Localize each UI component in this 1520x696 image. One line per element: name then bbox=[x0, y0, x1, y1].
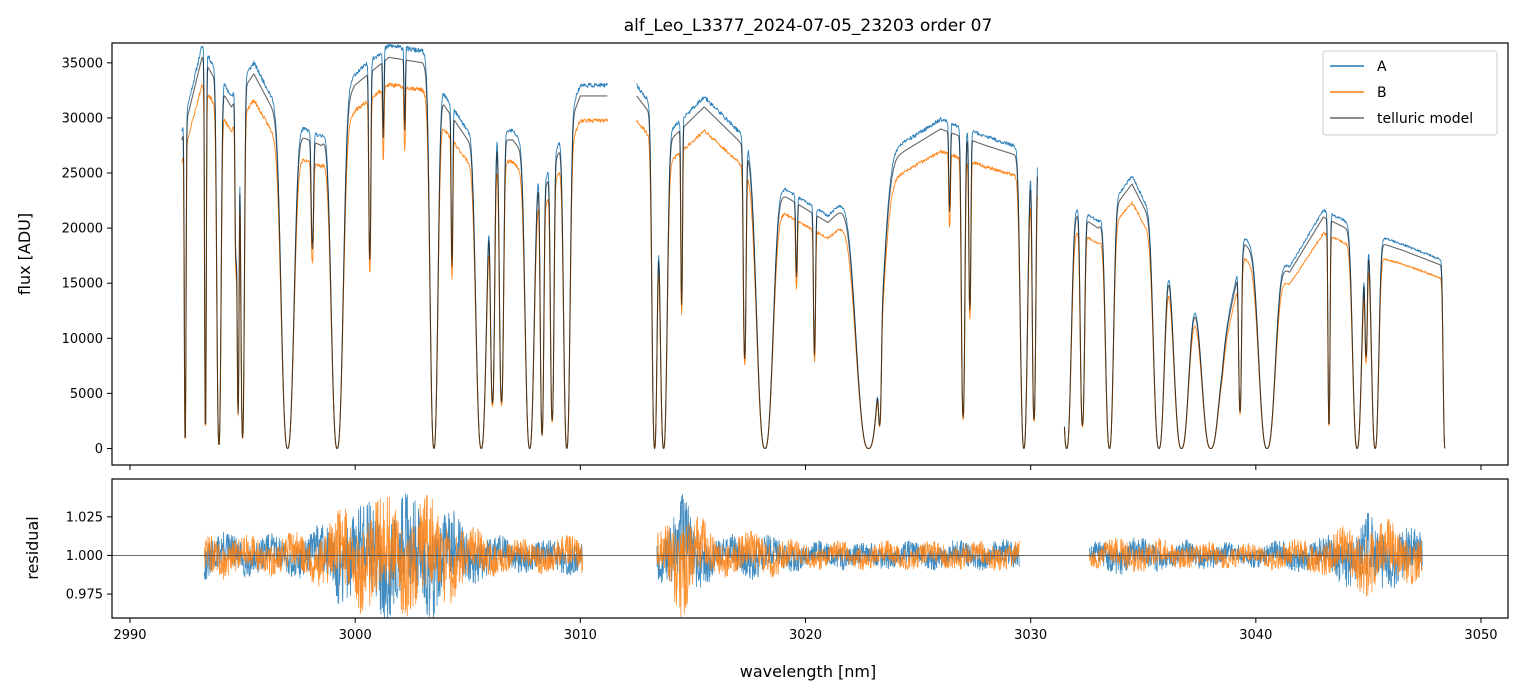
residual-panel: 0.975 1.000 1.025 2990 3000 3010 3020 3030 3040… bbox=[23, 478, 1509, 681]
residual-series-B bbox=[203, 495, 1423, 617]
residual-y-ticks: 0.975 1.000 1.025 bbox=[66, 510, 112, 603]
legend-label-A: A bbox=[1377, 59, 1387, 75]
flux-y-tick-label: 35000 bbox=[62, 56, 103, 71]
legend-label-telluric-model: telluric model bbox=[1377, 111, 1473, 127]
residual-series-group bbox=[203, 493, 1423, 618]
x-axis-label: wavelength [nm] bbox=[740, 662, 877, 681]
flux-y-tick-label: 15000 bbox=[62, 277, 103, 292]
residual-y-tick-label: 1.000 bbox=[66, 549, 103, 564]
flux-panel: 0 5000 10000 15000 20000 25000 30000 35000 flux… bbox=[15, 42, 1509, 470]
residual-x-tick-label: 3050 bbox=[1464, 628, 1497, 643]
flux-y-tick-label: 30000 bbox=[62, 111, 103, 126]
flux-y-tick-label: 25000 bbox=[62, 167, 103, 182]
flux-y-axis-label: flux [ADU] bbox=[15, 213, 34, 295]
flux-y-ticks: 0 5000 10000 15000 20000 25000 30000 35000 bbox=[62, 56, 112, 457]
residual-x-tick-label: 3010 bbox=[564, 628, 597, 643]
residual-x-tick-label: 3020 bbox=[789, 628, 822, 643]
flux-x-ticks bbox=[129, 465, 1482, 470]
residual-x-ticks: 2990 3000 3010 3020 3030 3040 3050 bbox=[113, 618, 1498, 643]
legend-box bbox=[1322, 50, 1498, 136]
flux-y-tick-label: 10000 bbox=[62, 332, 103, 347]
residual-x-tick-label: 2990 bbox=[113, 628, 146, 643]
flux-y-tick-label: 5000 bbox=[70, 387, 103, 402]
flux-y-tick-label: 20000 bbox=[62, 222, 103, 237]
flux-y-tick-label: 0 bbox=[95, 442, 103, 457]
flux-axes-frame bbox=[111, 42, 1509, 466]
flux-series-telluric-model bbox=[181, 56, 1446, 450]
residual-x-tick-label: 3000 bbox=[339, 628, 372, 643]
legend-label-B: B bbox=[1377, 85, 1387, 101]
residual-y-axis-label: residual bbox=[23, 516, 42, 579]
residual-y-tick-label: 1.025 bbox=[66, 510, 103, 525]
flux-series-group bbox=[181, 44, 1446, 450]
residual-y-tick-label: 0.975 bbox=[66, 588, 103, 603]
residual-x-tick-label: 3030 bbox=[1014, 628, 1047, 643]
legend: A B telluric model bbox=[1322, 50, 1498, 136]
residual-x-tick-label: 3040 bbox=[1239, 628, 1272, 643]
residual-axes-frame bbox=[111, 478, 1509, 619]
chart-title: alf_Leo_L3377_2024-07-05_23203 order 07 bbox=[624, 16, 993, 36]
